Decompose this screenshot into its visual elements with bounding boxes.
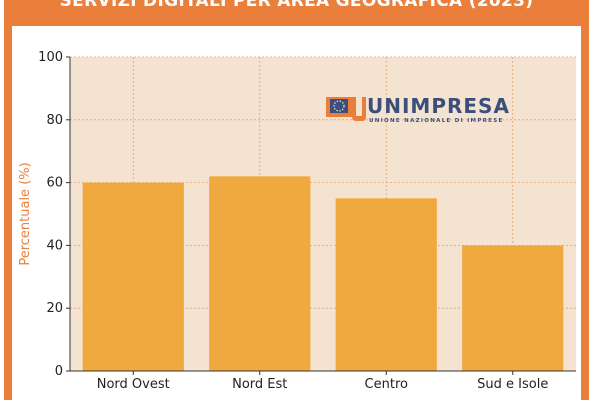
x-tick-label: Nord Ovest	[97, 377, 170, 392]
bar	[335, 198, 437, 371]
bar	[209, 176, 311, 371]
y-tick-label: 60	[46, 176, 63, 191]
chart-title: SERVIZI DIGITALI PER AREA GEOGRAFICA (20…	[59, 0, 534, 11]
bar-chart: 0 20 40 60 80 100 Nord Ovest Nord Est Centro Sud …	[18, 50, 576, 392]
y-tick-label: 80	[46, 113, 63, 128]
x-tick-label: Sud e Isole	[477, 377, 548, 392]
logo-name: UNIMPRESA	[367, 94, 510, 118]
y-axis-label: Percentuale (%)	[18, 162, 33, 265]
x-tick-label: Nord Est	[232, 377, 287, 392]
logo-mark-icon	[326, 97, 366, 121]
y-tick-label: 0	[55, 364, 63, 379]
bar	[82, 182, 184, 371]
y-tick-label: 100	[38, 50, 63, 65]
chart-panel: 0 20 40 60 80 100 Nord Ovest Nord Est Centro Sud …	[12, 26, 581, 400]
x-tick-label: Centro	[365, 377, 408, 392]
unimpresa-logo: UNIMPRESA UNIONE NAZIONALE DI IMPRESE	[325, 90, 540, 130]
y-tick-label: 40	[46, 238, 63, 253]
bar	[462, 245, 564, 371]
logo-subtitle: UNIONE NAZIONALE DI IMPRESE	[369, 118, 504, 124]
y-tick-label: 20	[46, 301, 63, 316]
